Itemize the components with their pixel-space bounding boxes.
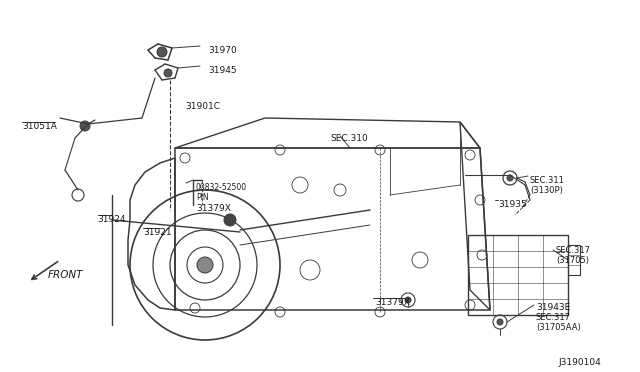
Circle shape bbox=[197, 257, 213, 273]
Text: 31945: 31945 bbox=[208, 66, 237, 75]
Text: (3130P): (3130P) bbox=[530, 186, 563, 195]
Text: 31935: 31935 bbox=[498, 200, 527, 209]
Text: SEC.317: SEC.317 bbox=[556, 246, 591, 255]
Text: 31924: 31924 bbox=[97, 215, 125, 224]
Circle shape bbox=[507, 175, 513, 181]
Text: 31943E: 31943E bbox=[536, 303, 570, 312]
Text: PIN: PIN bbox=[196, 193, 209, 202]
Bar bbox=[568, 245, 580, 275]
Circle shape bbox=[405, 297, 411, 303]
Text: 31379X: 31379X bbox=[196, 204, 231, 213]
Text: SEC.310: SEC.310 bbox=[330, 134, 368, 143]
Text: SEC.317: SEC.317 bbox=[536, 313, 571, 322]
Text: 31051A: 31051A bbox=[22, 122, 57, 131]
Text: J3190104: J3190104 bbox=[558, 358, 601, 367]
Circle shape bbox=[157, 47, 167, 57]
Circle shape bbox=[224, 214, 236, 226]
Text: 31379X: 31379X bbox=[375, 298, 410, 307]
Text: FRONT: FRONT bbox=[48, 270, 83, 280]
Circle shape bbox=[164, 69, 172, 77]
Circle shape bbox=[497, 319, 503, 325]
Text: 31921: 31921 bbox=[143, 228, 172, 237]
Text: 31970: 31970 bbox=[208, 46, 237, 55]
Text: (31705): (31705) bbox=[556, 256, 589, 265]
Circle shape bbox=[80, 121, 90, 131]
Text: 00832-52500: 00832-52500 bbox=[196, 183, 247, 192]
Text: 31901C: 31901C bbox=[185, 102, 220, 111]
Text: SEC.311: SEC.311 bbox=[530, 176, 565, 185]
Bar bbox=[468, 235, 568, 315]
Text: (31705AA): (31705AA) bbox=[536, 323, 580, 332]
